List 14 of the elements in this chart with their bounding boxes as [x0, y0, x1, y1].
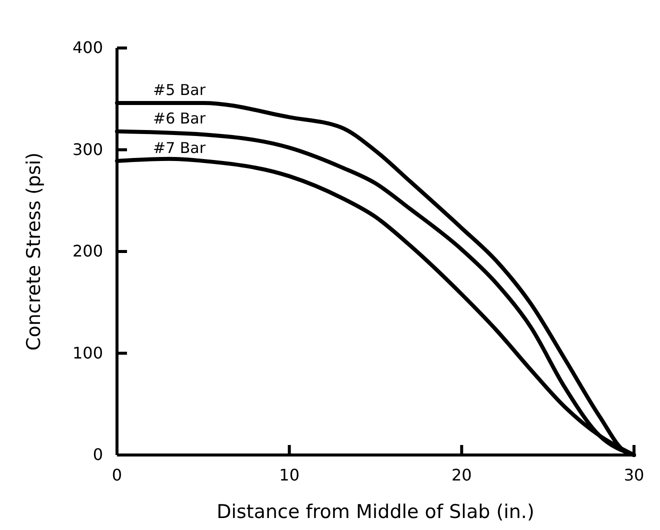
y-tick-label: 100: [72, 343, 103, 362]
series-label: #5 Bar: [153, 80, 206, 99]
y-tick-label: 400: [72, 38, 103, 58]
x-tick-label: 30: [624, 465, 644, 484]
series-label: #7 Bar: [153, 138, 206, 157]
y-axis-title: Concrete Stress (psi): [23, 152, 45, 351]
y-tick-label: 300: [72, 140, 103, 159]
x-tick-label: 20: [451, 465, 472, 484]
x-tick-label: 10: [279, 465, 300, 484]
y-tick-label: 200: [72, 242, 103, 261]
series-label: #6 Bar: [153, 109, 206, 128]
x-axis-title: Distance from Middle of Slab (in.): [216, 501, 534, 523]
x-tick-label: 0: [112, 465, 122, 484]
y-tick-label: 0: [92, 445, 103, 464]
